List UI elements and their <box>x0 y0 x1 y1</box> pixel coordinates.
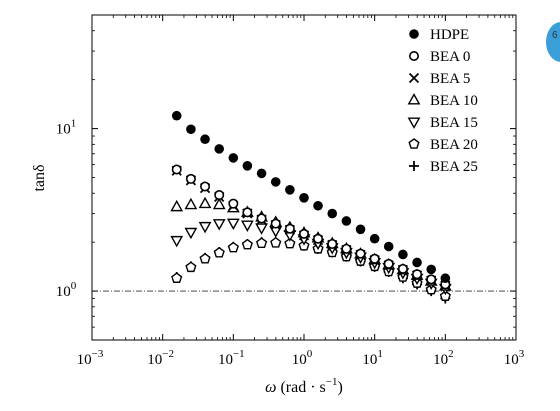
legend-marker <box>408 72 420 84</box>
data-point <box>341 243 352 254</box>
data-point <box>171 164 182 175</box>
data-point <box>170 199 184 212</box>
data-point <box>298 228 309 239</box>
legend-marker <box>409 161 419 171</box>
data-point <box>270 218 281 229</box>
legend-label: BEA 25 <box>430 159 478 175</box>
x-tick-label: 103 <box>504 348 525 368</box>
data-point <box>199 252 211 264</box>
data-point <box>270 177 281 187</box>
data-point <box>412 257 422 268</box>
data-point <box>397 263 408 274</box>
x-tick-label: 101 <box>362 348 383 368</box>
data-point <box>256 168 267 179</box>
data-point <box>255 237 268 248</box>
data-point <box>240 220 254 232</box>
data-point <box>355 248 366 259</box>
data-point <box>270 237 282 248</box>
x-axis-label: ω (rad · s−1) <box>265 376 343 396</box>
data-point <box>313 233 324 244</box>
data-point <box>170 235 184 248</box>
legend-label: BEA 5 <box>430 71 470 87</box>
data-point <box>398 249 408 260</box>
data-point <box>355 224 366 235</box>
data-point <box>255 223 268 235</box>
data-point <box>212 197 226 210</box>
series-bea-10 <box>170 196 452 291</box>
legend-label: BEA 10 <box>430 93 478 109</box>
tick-layer: 10−3 10−2 10−1 100 101 102 103 100 101 <box>56 15 525 368</box>
data-point <box>228 198 239 209</box>
legend-label: HDPE <box>430 27 469 43</box>
legend-marker <box>407 93 421 105</box>
legend-label: BEA 15 <box>430 115 478 131</box>
data-point <box>214 190 225 201</box>
data-point <box>285 185 295 195</box>
x-tick-label: 10−1 <box>218 348 245 368</box>
series-bea-25 <box>171 237 451 304</box>
legend-marker <box>409 29 419 39</box>
data-point <box>439 290 451 301</box>
data-point <box>184 227 198 240</box>
data-point <box>212 219 226 231</box>
data-point <box>426 264 437 275</box>
data-point <box>369 233 380 244</box>
x-tick-label: 102 <box>433 348 454 368</box>
data-point <box>341 216 352 226</box>
x-tick-label: 10−2 <box>147 348 174 368</box>
y-tick-label: 100 <box>56 280 77 300</box>
data-point <box>412 269 423 280</box>
data-point <box>327 208 338 219</box>
legend: HDPE BEA 0 BEA 5 BEA 10 BEA 15 BEA 20 BEA 25 <box>407 27 478 175</box>
data-point <box>227 241 239 253</box>
y-tick-label: 101 <box>56 118 77 138</box>
data-point <box>440 273 451 284</box>
data-point <box>313 200 323 211</box>
data-point <box>200 134 210 145</box>
x-tick-label: 10−3 <box>77 348 104 368</box>
data-point <box>327 238 338 249</box>
data-point <box>198 221 212 234</box>
legend-marker <box>408 50 419 61</box>
data-point <box>171 110 182 121</box>
series-bea-5 <box>171 165 451 291</box>
corner-badge: 6 <box>546 22 560 62</box>
data-point <box>242 207 253 218</box>
data-point <box>284 223 295 234</box>
data-point <box>214 144 225 154</box>
data-point <box>213 246 225 258</box>
legend-marker <box>408 138 420 149</box>
series-bea-0 <box>171 164 451 290</box>
data-point <box>369 253 380 264</box>
y-axis-label: tanδ <box>31 164 48 191</box>
series-bea-15 <box>170 218 452 296</box>
data-point <box>299 193 309 203</box>
corner-badge-text: 6 <box>552 30 558 41</box>
data-point <box>256 213 267 224</box>
x-tick-label: 100 <box>292 348 313 368</box>
data-point <box>284 237 296 249</box>
data-point <box>241 238 253 250</box>
data-point <box>186 124 196 135</box>
legend-label: BEA 20 <box>430 137 478 153</box>
data-point <box>228 153 239 163</box>
data-point <box>242 161 253 171</box>
data-point <box>383 241 394 252</box>
legend-marker <box>407 117 421 129</box>
data-point <box>426 274 437 285</box>
legend-label: BEA 0 <box>430 49 470 65</box>
data-point <box>200 181 211 192</box>
data-point <box>383 258 394 269</box>
data-point <box>171 272 183 283</box>
data-point <box>198 196 212 209</box>
data-point <box>184 197 198 210</box>
data-point <box>185 173 196 184</box>
series-hdpe <box>171 110 451 284</box>
data-point <box>185 261 197 273</box>
data-layer <box>170 110 452 304</box>
data-point <box>226 218 240 231</box>
